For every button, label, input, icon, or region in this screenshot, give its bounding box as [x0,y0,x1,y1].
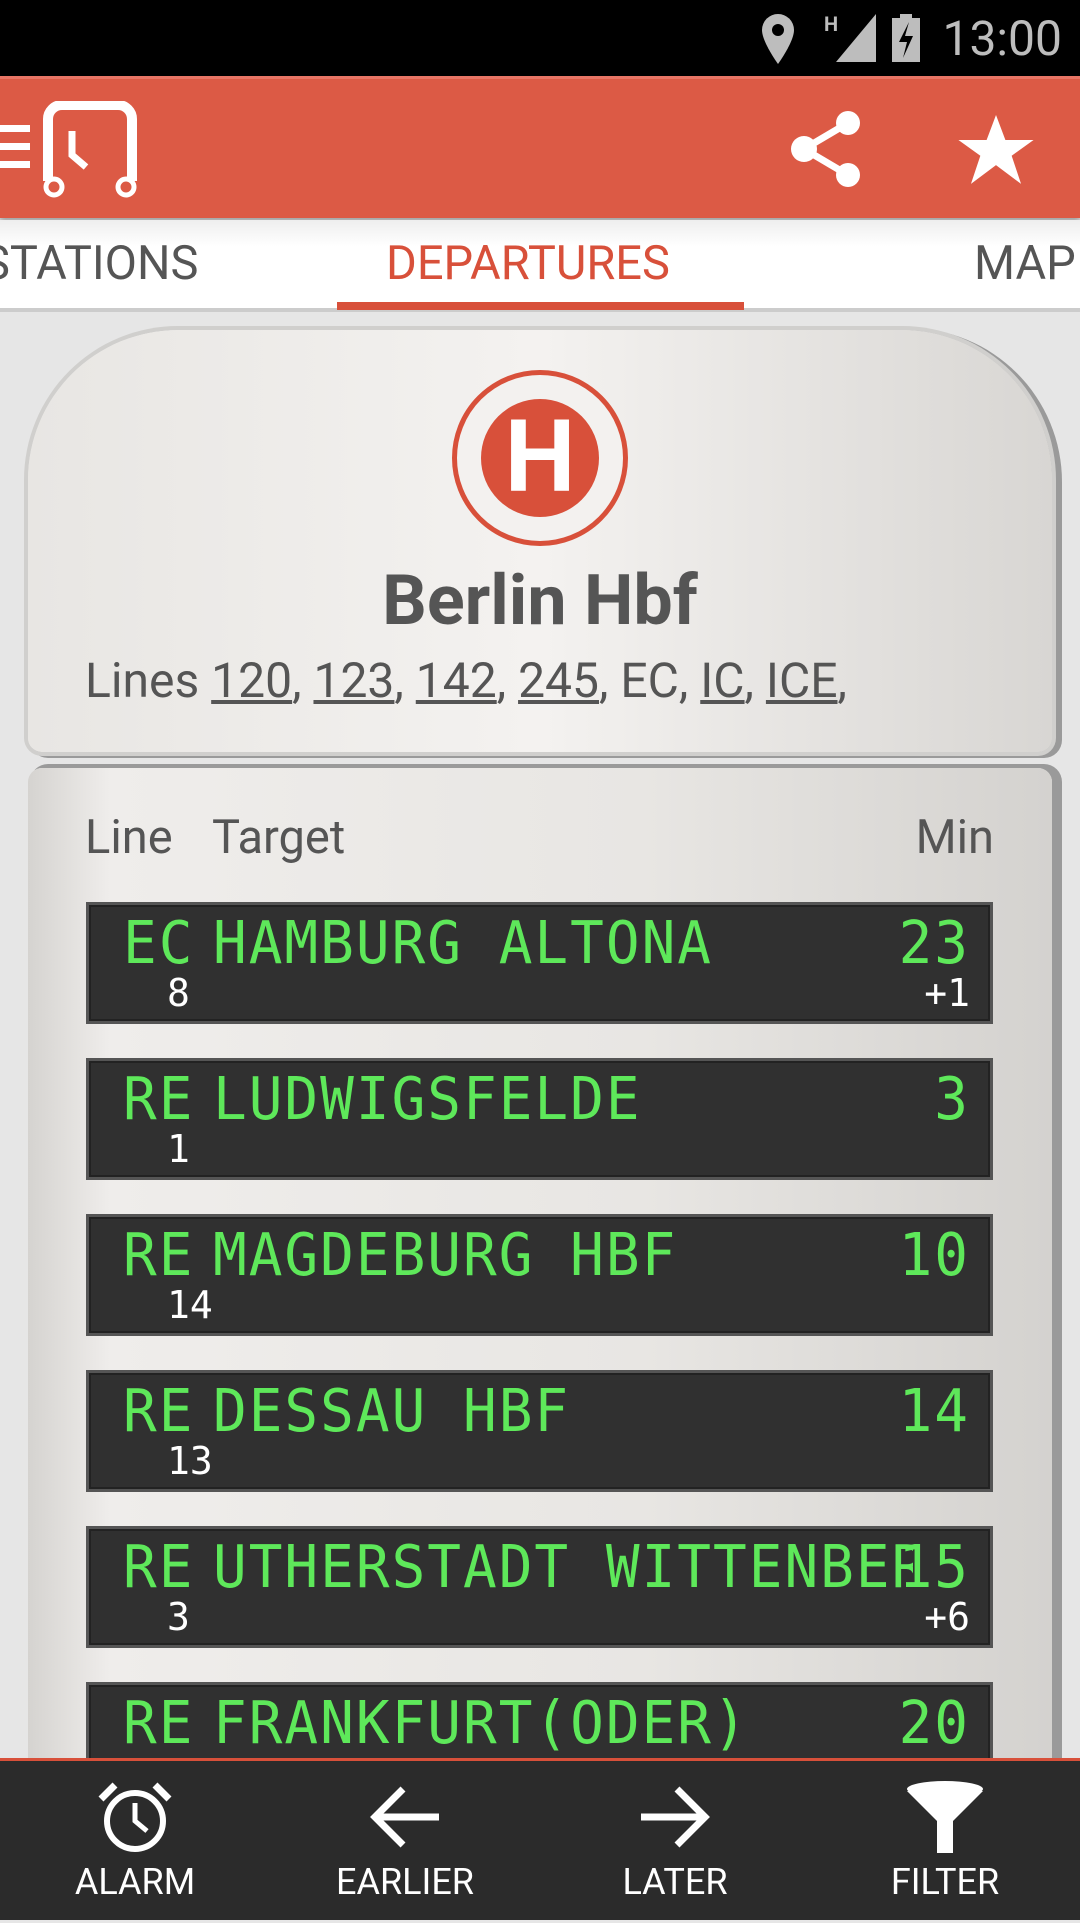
departure-platform: 14 [167,1283,213,1327]
departure-min: 10 [898,1221,970,1290]
alarm-label: ALARM [74,1861,196,1903]
active-tab-indicator [337,302,744,310]
departure-min: 23 [898,909,970,978]
later-label: LATER [622,1861,728,1903]
status-bar: H 13:00 [0,0,1080,76]
departure-row[interactable]: RE DESSAU HBF 14 13 [86,1370,993,1492]
departure-target: FRANKFURT(ODER) [213,1689,749,1758]
departure-line: RE [123,1065,195,1134]
line-link[interactable]: 142 [415,652,497,709]
station-name: Berlin Hbf [382,560,698,642]
departure-line: RE [123,1533,195,1602]
network-type: H [824,12,839,36]
tab-map[interactable]: MAP [974,236,1076,291]
line-link[interactable]: ICE [765,652,838,709]
tab-departures[interactable]: DEPARTURES [386,236,670,291]
later-button[interactable]: LATER [540,1761,810,1923]
arrow-right-icon [641,1786,710,1848]
lines-label: Lines [85,652,200,709]
departure-min: 3 [934,1065,970,1134]
badge-letter: H [481,399,599,517]
departure-row[interactable]: RE UTHERSTADT WITTENBER 15 3 +6 [86,1526,993,1648]
tab-bar: STATIONS DEPARTURES MAP [0,220,1080,312]
departure-min: 15 [898,1533,970,1602]
departure-platform: 3 [167,1595,190,1639]
app-logo-icon[interactable] [40,101,140,201]
header-min: Min [915,810,994,865]
departure-min: 14 [898,1377,970,1446]
departure-row[interactable]: RE LUDWIGSFELDE 3 1 [86,1058,993,1180]
filter-icon [907,1781,983,1853]
departure-platform: 8 [167,971,190,1015]
departure-delay: +6 [924,1595,970,1639]
filter-label: FILTER [890,1861,1000,1903]
alarm-icon [98,1782,172,1852]
departure-line: EC [123,909,195,978]
header-target: Target [212,810,346,865]
departure-row[interactable]: EC HAMBURG ALTONA 23 8 +1 [86,902,993,1024]
departure-line: RE [123,1377,195,1446]
departure-min: 20 [898,1689,970,1758]
filter-button[interactable]: FILTER [810,1761,1080,1923]
departure-line: RE [123,1221,195,1290]
departure-line: RE [123,1689,195,1758]
station-badge-icon: H [452,370,628,546]
menu-icon[interactable] [0,125,30,169]
departure-target: LUDWIGSFELDE [213,1065,642,1134]
departure-platform: 13 [167,1439,213,1483]
line-link: EC [620,652,679,709]
tab-stations[interactable]: STATIONS [0,236,199,291]
departure-target: DESSAU HBF [213,1377,571,1446]
line-link[interactable]: 245 [518,652,599,709]
app-bar [0,76,1080,218]
line-link[interactable]: 120 [211,652,293,709]
departure-target: MAGDEBURG HBF [213,1221,678,1290]
location-icon [762,14,794,64]
header-line: Line [85,810,173,865]
line-link[interactable]: 123 [313,652,395,709]
arrow-left-icon [370,1786,439,1848]
line-link[interactable]: IC [700,652,745,709]
departure-delay: +1 [924,971,970,1015]
clock: 13:00 [942,10,1062,67]
battery-charging-icon [892,14,920,62]
earlier-label: EARLIER [336,1861,474,1903]
star-icon[interactable] [958,115,1034,187]
bottom-bar: ALARM EARLIER LATER FILTER [0,1758,1080,1920]
signal-icon [836,14,876,62]
alarm-button[interactable]: ALARM [0,1761,270,1923]
departure-platform: 1 [167,1127,190,1171]
earlier-button[interactable]: EARLIER [270,1761,540,1923]
station-lines: Lines 120, 123, 142, 245, EC, IC, ICE, [85,652,847,709]
departure-target: HAMBURG ALTONA [213,909,714,978]
departure-target: UTHERSTADT WITTENBER [213,1533,913,1602]
departure-row[interactable]: RE MAGDEBURG HBF 10 14 [86,1214,993,1336]
share-icon[interactable] [788,109,864,189]
